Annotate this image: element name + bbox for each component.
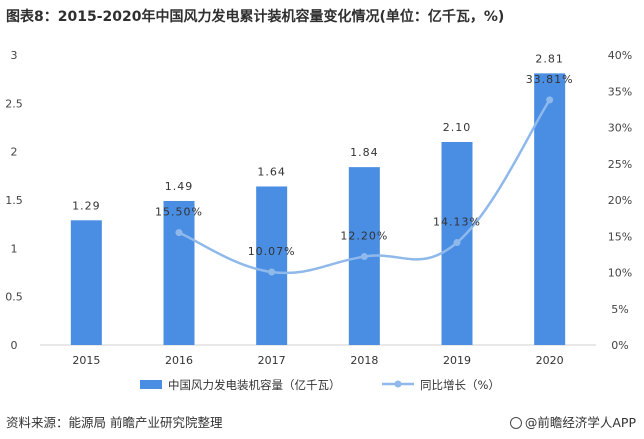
growth-point xyxy=(453,239,461,247)
bar-value-label: 1.49 xyxy=(165,180,194,193)
growth-point xyxy=(546,96,554,104)
chart-title: 图表8：2015-2020年中国风力发电累计装机容量变化情况(单位：亿千瓦，%) xyxy=(6,9,505,25)
bar-value-label: 1.64 xyxy=(257,165,286,178)
bar xyxy=(163,200,195,345)
left-tick-label: 0 xyxy=(11,339,18,352)
legend-bar-label: 中国风力发电装机容量（亿千瓦） xyxy=(168,378,341,392)
growth-point xyxy=(268,268,276,276)
right-tick-label: 20% xyxy=(608,194,632,207)
right-tick-label: 25% xyxy=(608,158,632,171)
legend-line-label: 同比增长（%） xyxy=(420,378,500,392)
bar xyxy=(534,73,566,345)
growth-value-label: 12.20% xyxy=(340,230,388,243)
left-tick-label: 1 xyxy=(11,242,18,255)
growth-line xyxy=(178,99,551,275)
right-tick-label: 0% xyxy=(611,339,628,352)
right-tick-label: 40% xyxy=(608,49,632,62)
growth-value-label: 14.13% xyxy=(433,216,481,229)
legend-line-dot xyxy=(394,380,402,388)
right-tick-label: 15% xyxy=(608,230,632,243)
brand-logo-icon xyxy=(509,417,522,429)
left-tick-label: 2.5 xyxy=(5,97,23,110)
right-axis: 0% 5% 10% 15% 20% 25% 30% 35% 40% xyxy=(608,49,632,352)
left-axis: 0 0.5 1 1.5 2 2.5 3 xyxy=(5,49,23,352)
x-tick-label: 2019 xyxy=(443,354,471,367)
x-tick-label: 2018 xyxy=(350,354,378,367)
growth-value-label: 15.50% xyxy=(155,206,203,219)
x-tick-label: 2017 xyxy=(258,354,286,367)
bar-value-label: 2.10 xyxy=(443,121,472,134)
growth-value-label: 10.07% xyxy=(248,245,296,258)
line-series: 15.50% 10.07% 12.20% 14.13% 33.81% xyxy=(155,73,574,276)
x-axis: 2015 2016 2017 2018 2019 2020 xyxy=(72,354,563,367)
right-tick-label: 30% xyxy=(608,122,632,135)
bar-value-label: 2.81 xyxy=(535,52,564,65)
left-tick-label: 0.5 xyxy=(5,291,23,304)
left-tick-label: 2 xyxy=(11,146,18,159)
bar-series: 1.29 1.49 1.64 1.84 2.10 2.81 xyxy=(70,52,566,345)
right-tick-label: 10% xyxy=(608,267,632,280)
growth-value-label: 33.81% xyxy=(526,73,574,86)
x-tick-label: 2016 xyxy=(165,354,193,367)
brand-credit: @前瞻经济学人APP xyxy=(509,412,636,431)
growth-point xyxy=(175,229,183,237)
source-note: 资料来源：能源局 前瞻产业研究院整理 xyxy=(6,415,223,430)
left-tick-label: 1.5 xyxy=(5,194,23,207)
x-tick-label: 2015 xyxy=(72,354,100,367)
bar-value-label: 1.84 xyxy=(350,146,379,159)
legend-bar-swatch xyxy=(140,380,162,389)
bar xyxy=(70,220,102,345)
left-tick-label: 3 xyxy=(11,49,18,62)
right-tick-label: 5% xyxy=(611,303,628,316)
x-tick-label: 2020 xyxy=(536,354,564,367)
right-tick-label: 35% xyxy=(608,85,632,98)
growth-point xyxy=(360,253,368,261)
bar-value-label: 1.29 xyxy=(72,199,101,212)
legend: 中国风力发电装机容量（亿千瓦） 同比增长（%） xyxy=(140,378,500,392)
bar xyxy=(256,186,288,345)
brand-text: @前瞻经济学人APP xyxy=(524,415,636,430)
